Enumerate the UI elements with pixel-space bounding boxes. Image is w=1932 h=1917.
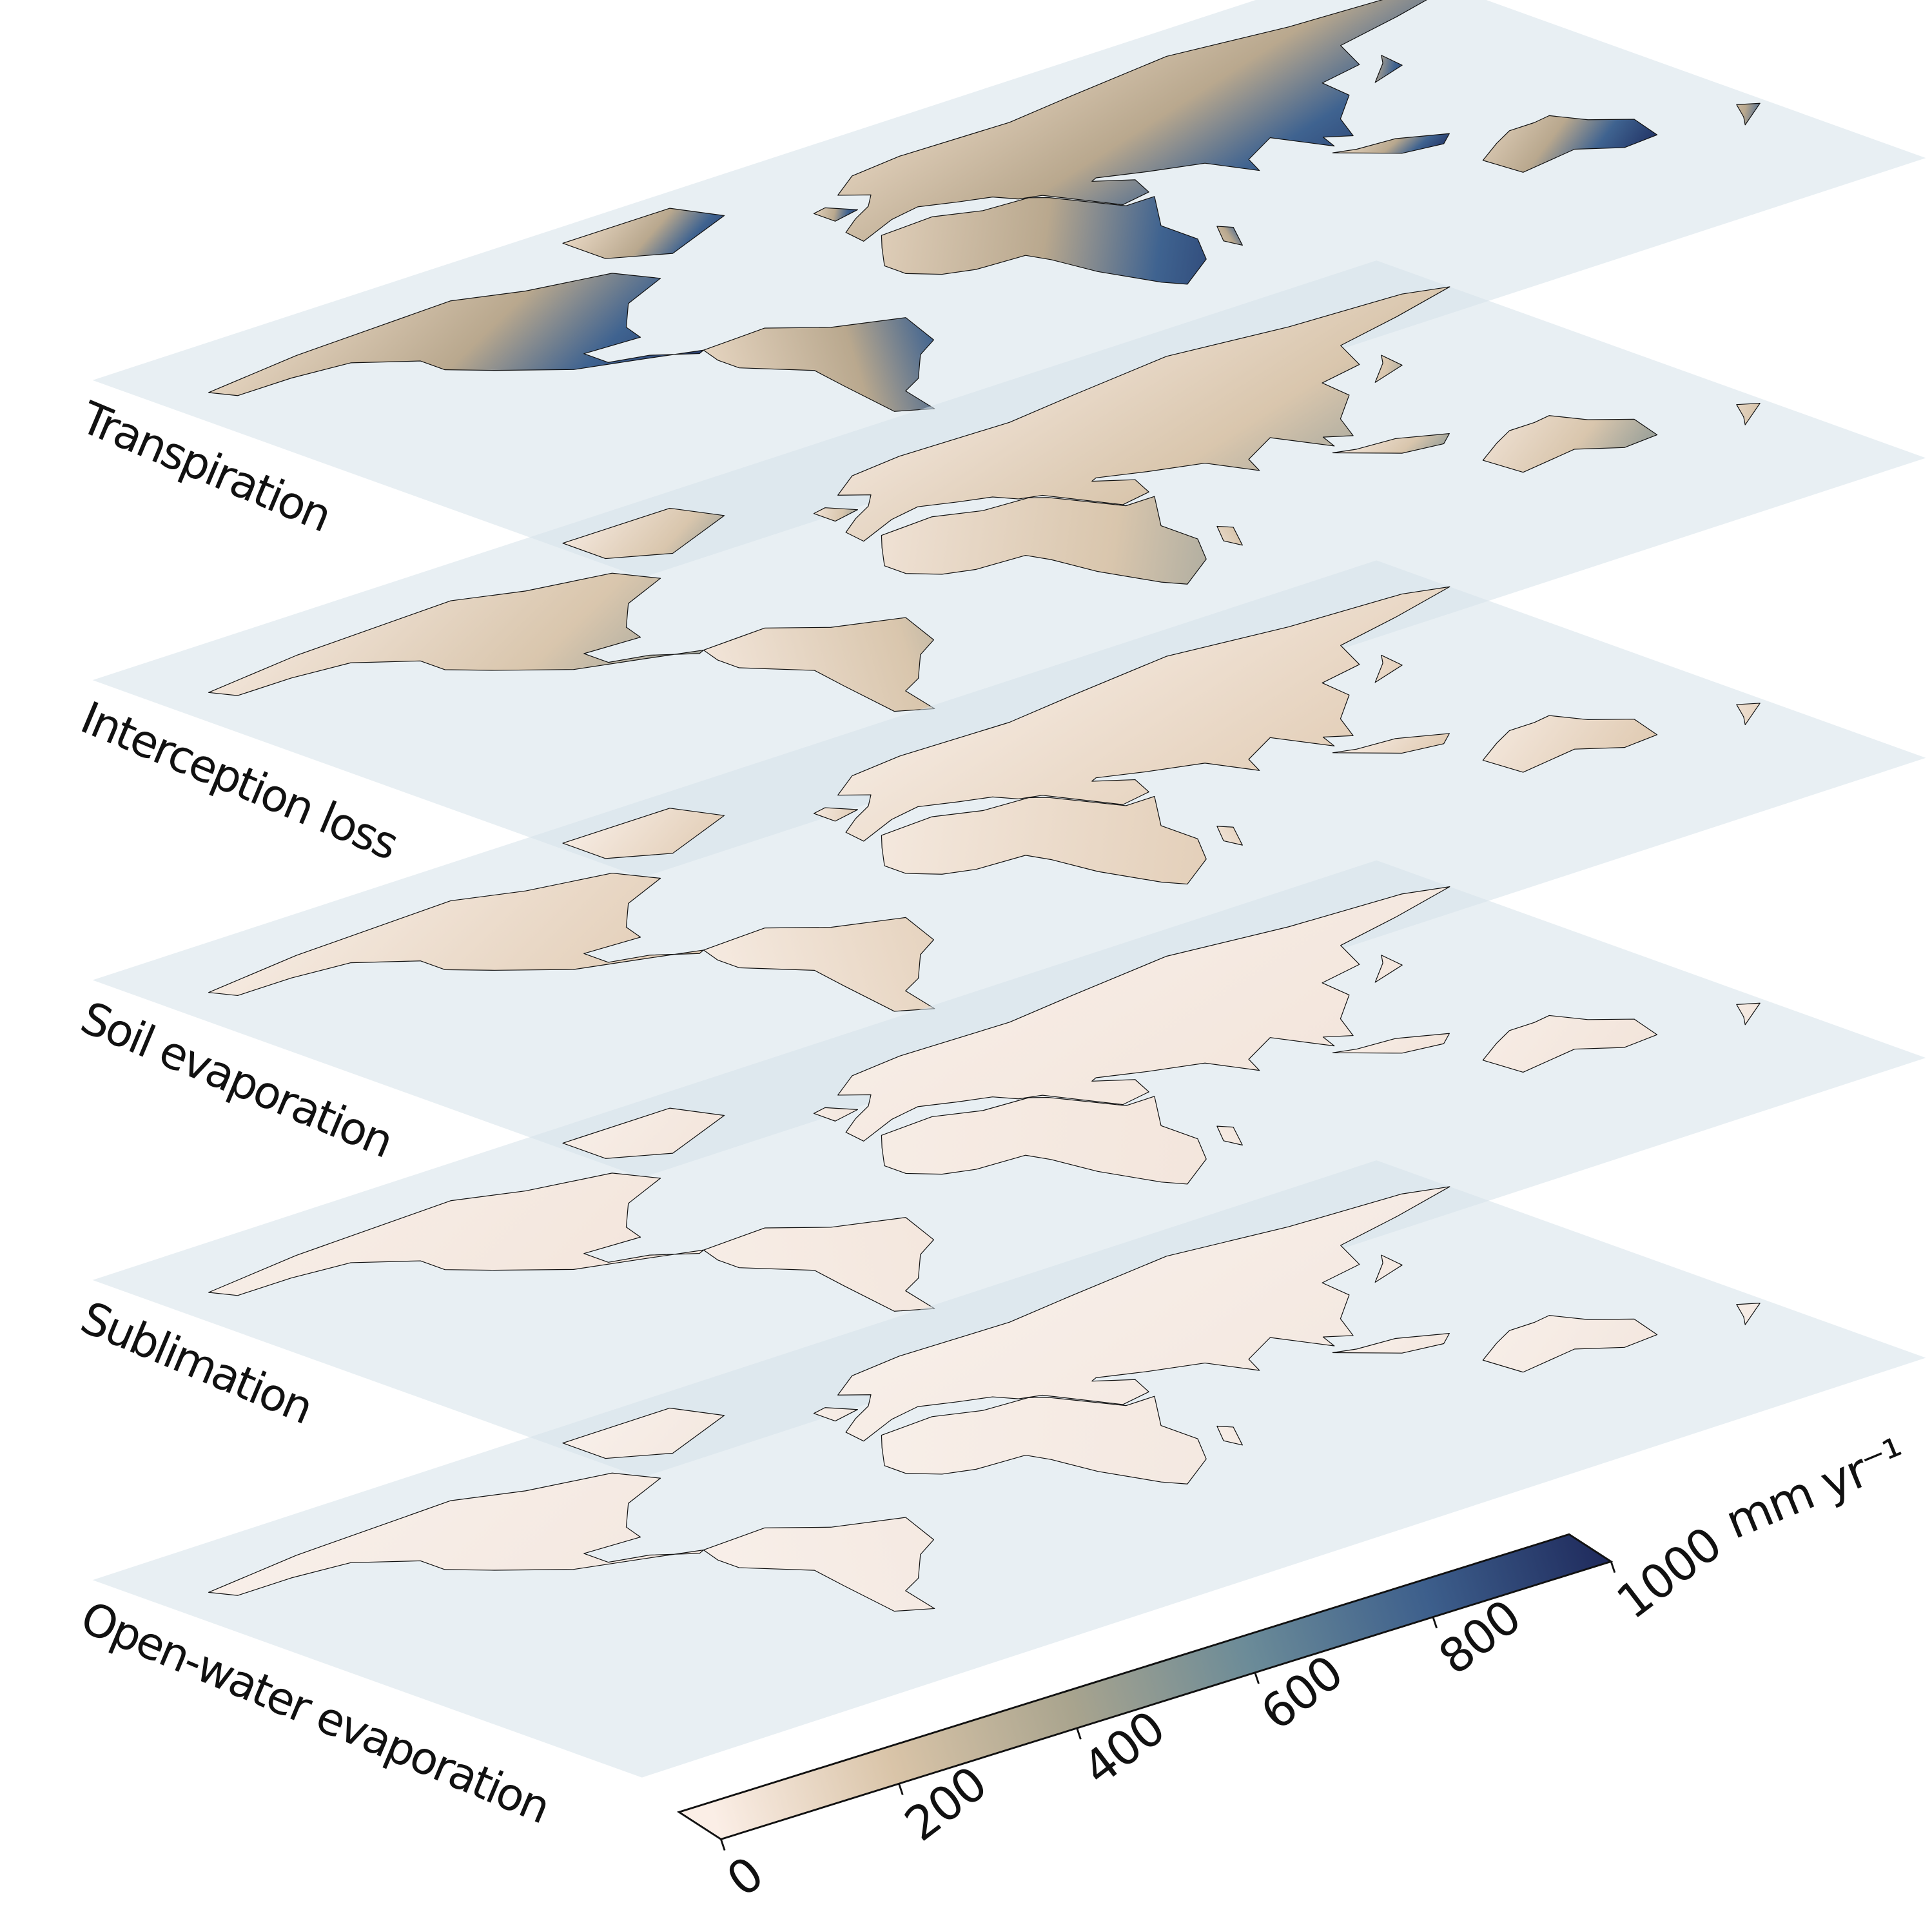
continent xyxy=(739,275,1627,572)
plane xyxy=(92,860,1926,1478)
continent xyxy=(811,1403,864,1421)
continent xyxy=(563,502,755,567)
continent xyxy=(190,554,788,756)
continent xyxy=(1712,400,1784,425)
colorbar-tick xyxy=(1254,1672,1260,1684)
continent xyxy=(811,503,864,521)
continent xyxy=(563,803,755,868)
continent xyxy=(1449,1303,1671,1377)
continent xyxy=(190,1154,788,1356)
continent xyxy=(1332,124,1461,167)
continent xyxy=(1332,1323,1461,1367)
continent xyxy=(694,1499,1053,1622)
continent xyxy=(1332,423,1461,467)
colorbar-tick xyxy=(1076,1727,1082,1740)
continent xyxy=(1199,1124,1264,1147)
continent xyxy=(1338,55,1418,83)
continent xyxy=(835,169,1298,327)
continent xyxy=(835,469,1298,628)
continent xyxy=(1332,1024,1461,1067)
continent xyxy=(1712,1299,1784,1325)
world-map xyxy=(160,269,1819,826)
colorbar-tick xyxy=(1432,1617,1438,1629)
continent xyxy=(739,1174,1627,1472)
plane xyxy=(92,0,1926,578)
map-layer: Transpiration xyxy=(73,0,1926,578)
continent xyxy=(1338,355,1418,382)
continent xyxy=(1712,1000,1784,1025)
plane xyxy=(92,560,1926,1178)
plane xyxy=(92,1160,1926,1778)
colorbar-tick-label: 1000 xyxy=(1607,1517,1732,1630)
continent xyxy=(1199,524,1264,547)
continent xyxy=(1449,1003,1671,1078)
continent xyxy=(190,854,788,1056)
continent xyxy=(1449,703,1671,777)
colorbar-tick xyxy=(898,1783,904,1795)
continent xyxy=(835,769,1298,928)
continent xyxy=(1199,1424,1264,1446)
continent xyxy=(811,203,864,221)
continent xyxy=(190,1454,788,1656)
map-layer: Interception loss xyxy=(73,260,1926,878)
continent xyxy=(190,254,788,456)
colorbar-tick-label: 0 xyxy=(717,1847,773,1908)
continent xyxy=(1199,824,1264,846)
continent xyxy=(835,1369,1298,1528)
world-map xyxy=(160,569,1819,1125)
continent xyxy=(1449,102,1671,177)
continent xyxy=(739,0,1627,272)
plane xyxy=(92,260,1926,878)
continent xyxy=(694,599,1053,723)
continent xyxy=(1449,403,1671,478)
world-map xyxy=(160,1169,1819,1726)
continent xyxy=(563,1402,755,1467)
continent xyxy=(1712,700,1784,725)
world-map xyxy=(160,869,1819,1425)
continent xyxy=(1199,224,1264,246)
continent xyxy=(563,1102,755,1167)
continent xyxy=(811,1103,864,1121)
colorbar-tick xyxy=(1610,1561,1616,1573)
colorbar-bar xyxy=(676,1533,1614,1840)
continent xyxy=(563,202,755,268)
continent xyxy=(694,1199,1053,1323)
continent xyxy=(811,803,864,821)
world-map xyxy=(160,0,1819,525)
continent xyxy=(1338,1255,1418,1282)
continent xyxy=(1338,955,1418,982)
continent xyxy=(1332,724,1461,767)
continent xyxy=(694,899,1053,1022)
continent xyxy=(694,299,1053,423)
continent xyxy=(835,1069,1298,1227)
colorbar-tick xyxy=(720,1838,726,1851)
continent xyxy=(1338,655,1418,682)
colorbar-unit: mm yr⁻¹ xyxy=(1718,1428,1913,1550)
continent xyxy=(1712,100,1784,125)
continent xyxy=(739,875,1627,1172)
continent xyxy=(739,575,1627,872)
